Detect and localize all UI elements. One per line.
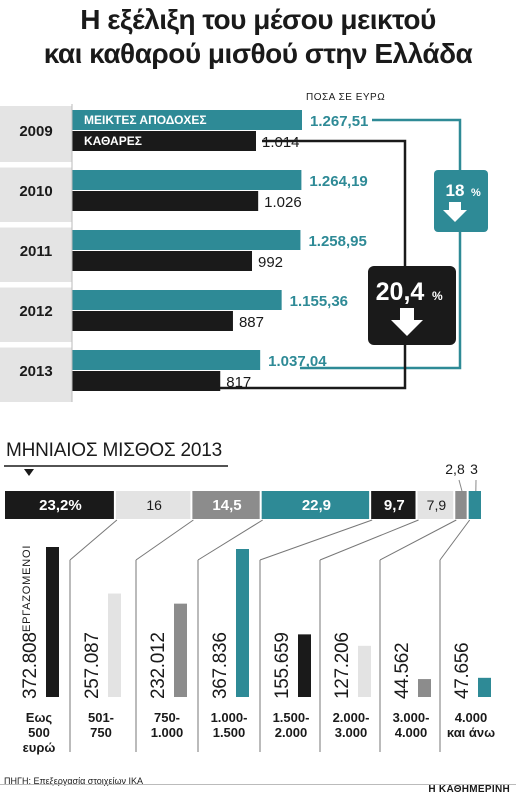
category-label-line: 501- (70, 710, 132, 725)
value-label: 127.206 (332, 632, 354, 699)
monthly-salary-chart: 23,2% 16 14,5 22,9 9,7 7,9 2,8 3 (0, 0, 516, 780)
value-label: 155.659 (272, 632, 294, 699)
category-label-line: 1.500 (198, 725, 260, 740)
category-label-line: 1.000 (136, 725, 198, 740)
category-label: 750- 1.000 (136, 710, 198, 740)
category-label-line: ευρώ (8, 740, 70, 755)
value-bar (174, 604, 187, 697)
category-label: 4.000 και άνω (440, 710, 502, 740)
connector-line (70, 520, 117, 560)
share-label: 16 (146, 497, 162, 513)
category-label-line: 1.500- (260, 710, 322, 725)
value-label: 367.836 (210, 632, 232, 699)
connector-line (198, 520, 263, 560)
value-bar (108, 594, 121, 697)
pointer-icon (24, 469, 34, 476)
category-label-line: 1.000- (198, 710, 260, 725)
category-label: 501- 750 (70, 710, 132, 740)
share-label: 7,9 (427, 497, 447, 513)
category-label-line: 2.000 (260, 725, 322, 740)
category-label-line: 750- (136, 710, 198, 725)
share-leader-line (459, 480, 462, 491)
value-axis-label: ΕΡΓΑΖΟΜΕΝΟΙ (21, 545, 33, 632)
value-bar (418, 679, 431, 697)
category-label: 1.000- 1.500 (198, 710, 260, 740)
share-segment (455, 491, 466, 519)
share-label: 14,5 (212, 497, 241, 514)
connector-line (320, 520, 419, 560)
share-label: 3 (470, 461, 478, 477)
value-bar (358, 646, 371, 697)
category-label-line: Εως (8, 710, 70, 725)
value-label: 232.012 (148, 632, 170, 699)
share-segment (469, 491, 481, 519)
share-label: 22,9 (302, 497, 331, 514)
value-label: 44.562 (392, 643, 414, 699)
value-bar (46, 547, 59, 697)
connector-line (260, 520, 372, 560)
category-label-line: 4.000 (440, 710, 502, 725)
category-label-line: και άνω (440, 725, 502, 740)
category-label-line: 3.000- (380, 710, 442, 725)
share-label: 2,8 (445, 461, 465, 477)
category-label-line: 750 (70, 725, 132, 740)
connector-line (136, 520, 193, 560)
category-label: 3.000- 4.000 (380, 710, 442, 740)
category-label-line: 2.000- (320, 710, 382, 725)
value-label: 47.656 (452, 643, 474, 699)
share-label: 9,7 (384, 497, 405, 514)
value-label: 372.808 (20, 632, 42, 699)
share-label: 23,2% (39, 497, 82, 514)
brand-logo: Η ΚΑΘΗΜΕΡΙΝΗ (428, 784, 510, 795)
value-label: 257.087 (82, 632, 104, 699)
category-label: Εως 500 ευρώ (8, 710, 70, 755)
category-label-line: 3.000 (320, 725, 382, 740)
category-label-line: 4.000 (380, 725, 442, 740)
value-bar (298, 634, 311, 697)
value-bar (478, 678, 491, 697)
value-bar (236, 549, 249, 697)
category-label: 1.500- 2.000 (260, 710, 322, 740)
category-label: 2.000- 3.000 (320, 710, 382, 740)
category-label-line: 500 (8, 725, 70, 740)
